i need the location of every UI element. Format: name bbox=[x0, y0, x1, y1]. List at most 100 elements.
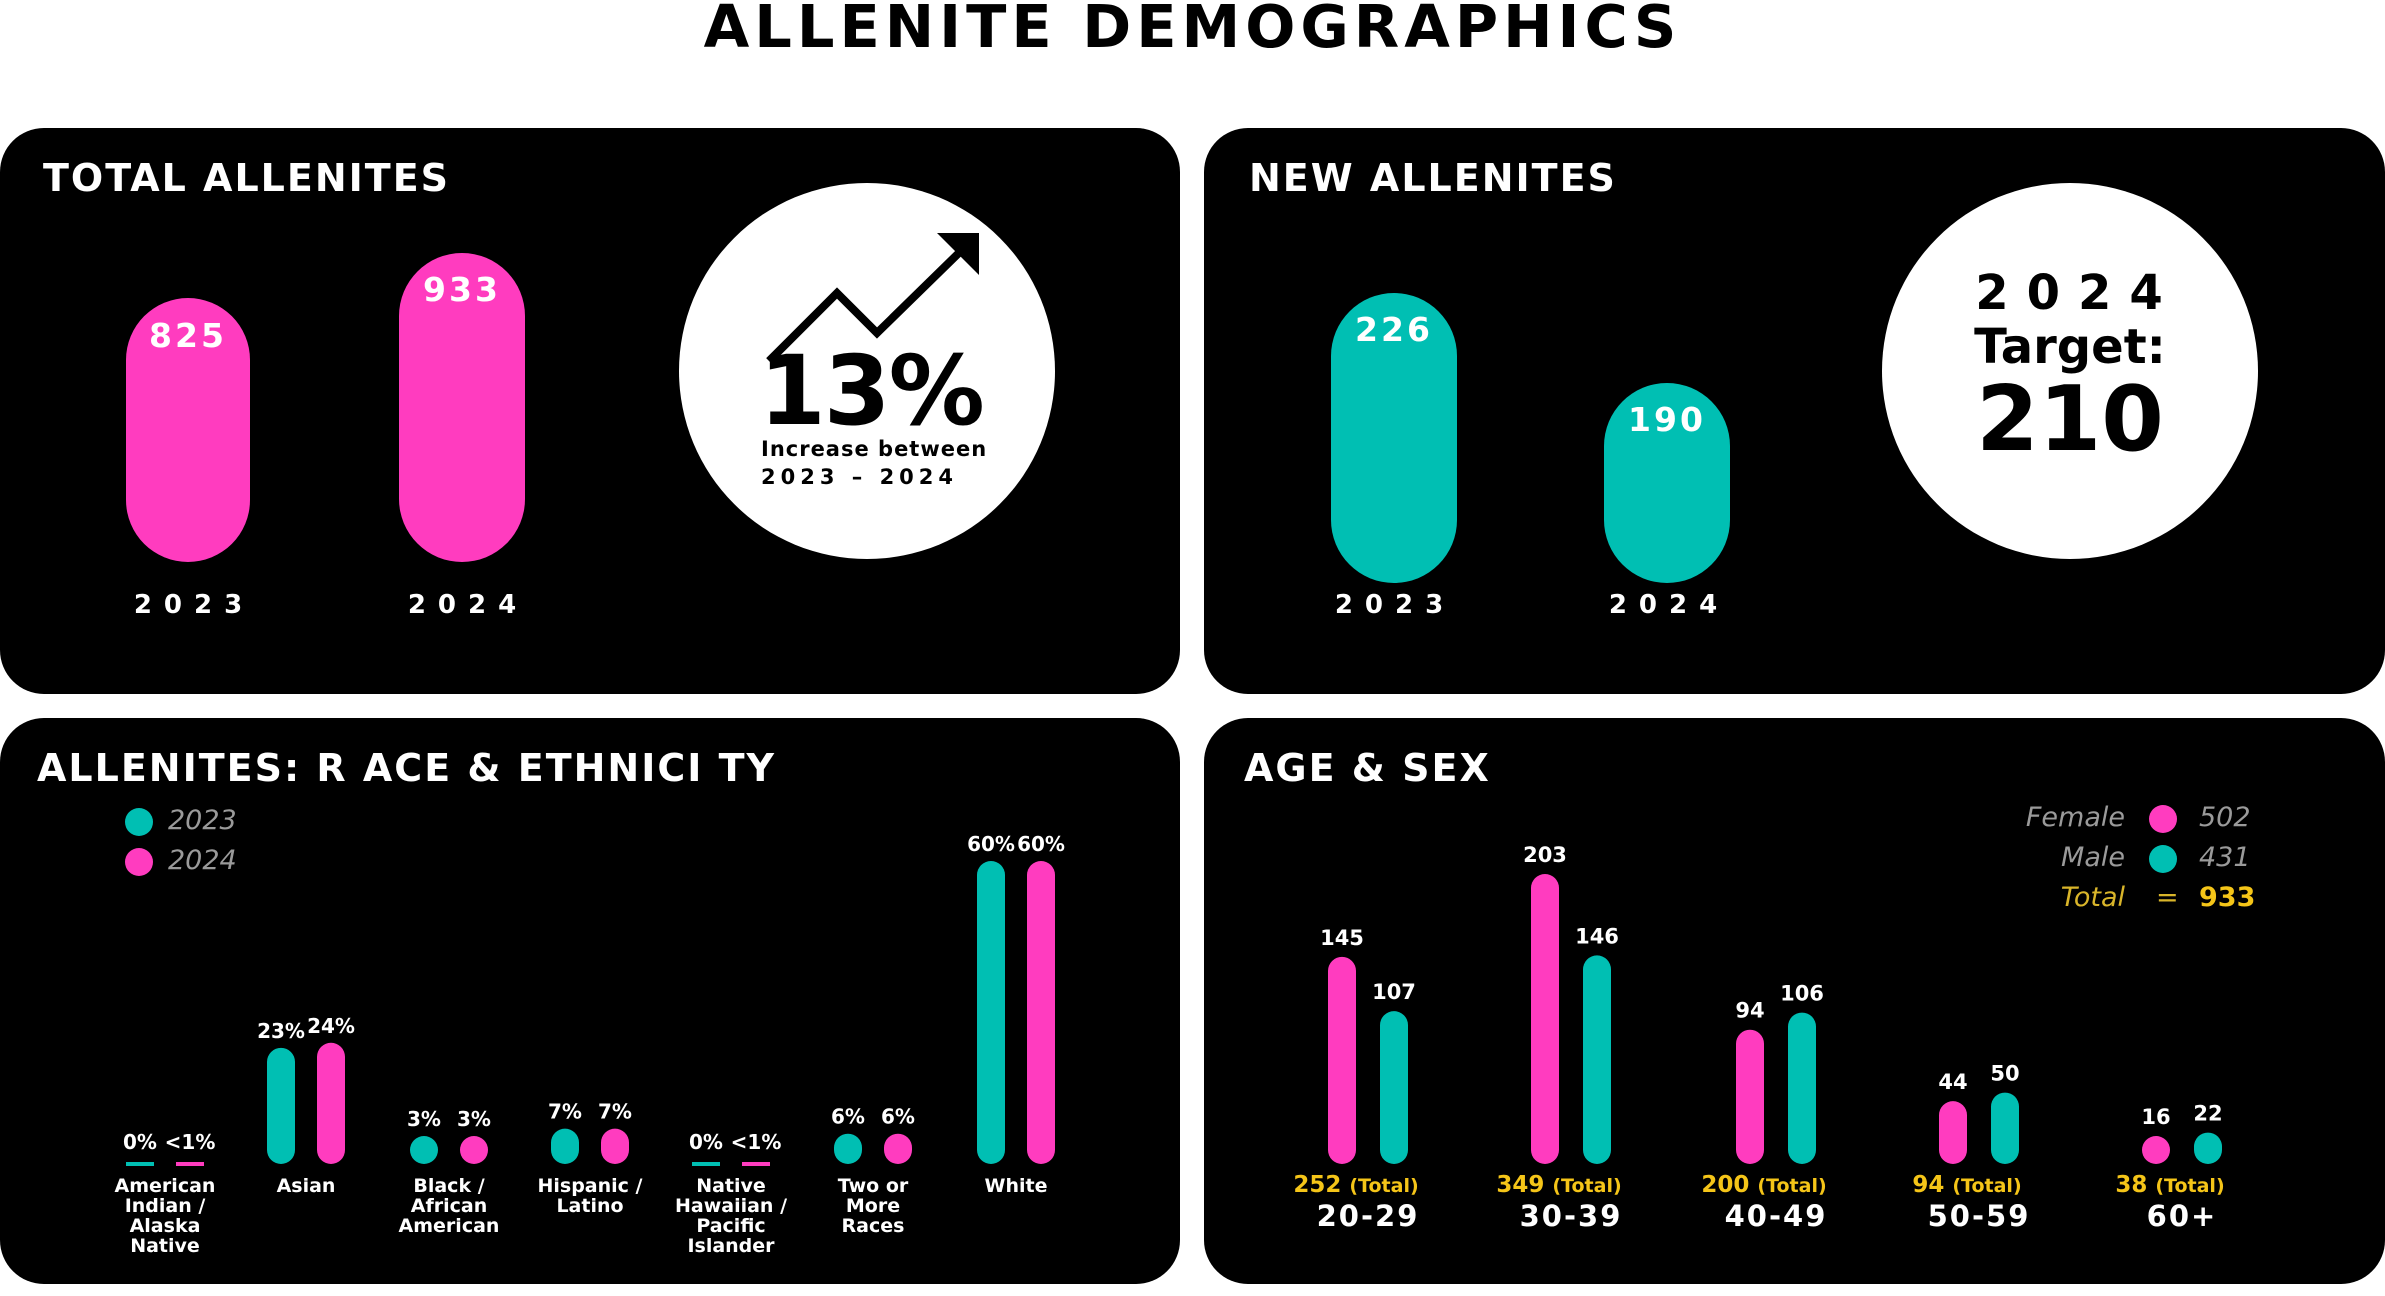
legend-female-swatch bbox=[2149, 805, 2177, 833]
race-bar-2023 bbox=[551, 1128, 579, 1164]
legend-2023-label: 2023 bbox=[168, 805, 237, 836]
age-bar-female bbox=[1939, 1101, 1967, 1164]
new-allenites-title: NEW ALLENITES bbox=[1249, 156, 1617, 200]
age-bar-label: 203 bbox=[1523, 843, 1567, 867]
legend-2024-swatch bbox=[125, 848, 153, 876]
total-2023-bar: 825 bbox=[126, 298, 250, 562]
target-value: 210 bbox=[1976, 367, 2164, 472]
race-bar-label: <1% bbox=[731, 1130, 782, 1154]
age-bar-male bbox=[2194, 1132, 2222, 1164]
legend-female-value: 502 bbox=[2199, 802, 2251, 833]
legend-female-label: Female bbox=[2025, 802, 2125, 833]
age-sex-panel: AGE & SEX Female 502 Male 431 Total = 93… bbox=[1204, 718, 2385, 1284]
legend-equals: = bbox=[2156, 882, 2179, 913]
total-2024-value: 933 bbox=[423, 270, 501, 309]
race-bar-2024 bbox=[460, 1136, 488, 1164]
age-total-label: 94 (Total) bbox=[1912, 1172, 2021, 1198]
new-2024-year: 2024 bbox=[1608, 590, 1730, 620]
race-category-label: More bbox=[846, 1195, 900, 1217]
race-category-label: American bbox=[115, 1175, 216, 1197]
race-bar-2024 bbox=[1027, 861, 1055, 1164]
race-bar-2024 bbox=[884, 1133, 912, 1164]
increase-subtitle: Increase between bbox=[761, 437, 988, 461]
age-total-label: 200 (Total) bbox=[1701, 1172, 1826, 1198]
race-category-label: Native bbox=[696, 1175, 766, 1197]
trend-up-arrow-icon bbox=[766, 233, 979, 364]
race-bar-2024 bbox=[742, 1162, 770, 1166]
age-bar-label: 94 bbox=[1735, 999, 1764, 1023]
race-bar-2023 bbox=[267, 1047, 295, 1164]
age-bar-label: 107 bbox=[1372, 980, 1416, 1004]
race-bar-2023 bbox=[410, 1136, 438, 1164]
age-bar-label: 145 bbox=[1320, 926, 1364, 950]
age-bar-label: 16 bbox=[2141, 1105, 2170, 1129]
age-bar-label: 22 bbox=[2193, 1102, 2222, 1126]
total-2023-year: 2023 bbox=[133, 590, 255, 620]
age-bar-female bbox=[1736, 1029, 1764, 1164]
race-bar-label: 6% bbox=[831, 1105, 865, 1129]
race-bar-label: <1% bbox=[165, 1130, 216, 1154]
race-bar-2024 bbox=[317, 1042, 345, 1164]
race-bar-2023 bbox=[692, 1162, 720, 1166]
race-bar-label: 7% bbox=[598, 1100, 632, 1124]
legend-male-swatch bbox=[2149, 845, 2177, 873]
race-category-label: American bbox=[399, 1215, 500, 1237]
race-category-label: Hispanic / bbox=[537, 1175, 642, 1197]
new-2023-bar: 226 bbox=[1331, 293, 1457, 583]
race-category-label: Two or bbox=[838, 1175, 909, 1197]
age-bar-female bbox=[1531, 874, 1559, 1164]
race-category-label: Asian bbox=[277, 1175, 336, 1197]
race-bar-label: 0% bbox=[123, 1130, 157, 1154]
age-bar-male bbox=[1583, 955, 1611, 1164]
target-circle: 2024 Target: 210 bbox=[1882, 183, 2258, 559]
page-title: ALLENITE DEMOGRAPHICS bbox=[703, 0, 1682, 61]
new-allenites-panel: NEW ALLENITES 226 2023 190 2024 2024 Tar… bbox=[1204, 128, 2385, 694]
target-year: 2024 bbox=[1975, 265, 2181, 321]
race-bar-2023 bbox=[834, 1133, 862, 1164]
race-bar-label: 6% bbox=[881, 1105, 915, 1129]
race-category-label: Hawaiian / bbox=[675, 1195, 787, 1217]
total-allenites-panel: TOTAL ALLENITES 825 2023 933 2024 13% In… bbox=[0, 128, 1180, 694]
age-total-label: 349 (Total) bbox=[1496, 1172, 1621, 1198]
legend-2023-swatch bbox=[125, 808, 153, 836]
race-bar-label: 23% bbox=[257, 1019, 305, 1043]
age-total-label: 252 (Total) bbox=[1293, 1172, 1418, 1198]
total-2024-year: 2024 bbox=[407, 590, 529, 620]
race-bar-2024 bbox=[176, 1162, 204, 1166]
age-bar-label: 146 bbox=[1575, 924, 1619, 948]
legend-male-value: 431 bbox=[2199, 842, 2251, 873]
age-bar-male bbox=[1991, 1092, 2019, 1164]
race-category-label: Latino bbox=[556, 1195, 623, 1217]
race-category-label: Pacific bbox=[696, 1215, 765, 1237]
race-category-label: Indian / bbox=[125, 1195, 206, 1217]
legend-2024-label: 2024 bbox=[168, 845, 237, 876]
legend-total-label: Total bbox=[2060, 882, 2125, 913]
increase-circle: 13% Increase between 2023 – 2024 bbox=[679, 183, 1055, 559]
race-bar-2023 bbox=[126, 1162, 154, 1166]
age-total-label: 38 (Total) bbox=[2115, 1172, 2224, 1198]
increase-percent: 13% bbox=[759, 335, 985, 447]
age-sex-title: AGE & SEX bbox=[1244, 746, 1491, 790]
age-bar-male bbox=[1380, 1011, 1408, 1164]
race-bar-label: 60% bbox=[967, 832, 1015, 856]
race-category-label: Alaska bbox=[130, 1215, 201, 1237]
legend-total-value: 933 bbox=[2199, 882, 2256, 913]
new-2024-bar: 190 bbox=[1604, 383, 1730, 583]
race-bar-label: 3% bbox=[457, 1107, 491, 1131]
age-category-label: 60+ bbox=[2147, 1199, 2218, 1233]
new-2023-value: 226 bbox=[1355, 310, 1433, 349]
age-bar-label: 44 bbox=[1938, 1070, 1967, 1094]
race-category-label: African bbox=[411, 1195, 487, 1217]
race-ethnicity-title: ALLENITES: R ACE & ETHNICI TY bbox=[37, 746, 777, 790]
legend-male-label: Male bbox=[2061, 842, 2125, 873]
age-category-label: 20-29 bbox=[1317, 1199, 1420, 1233]
age-category-label: 50-59 bbox=[1928, 1199, 2031, 1233]
total-2024-bar: 933 bbox=[399, 253, 525, 562]
target-label: Target: bbox=[1974, 319, 2166, 375]
race-bar-label: 7% bbox=[548, 1100, 582, 1124]
race-ethnicity-panel: ALLENITES: R ACE & ETHNICI TY 2023 2024 … bbox=[0, 718, 1180, 1284]
race-bar-label: 24% bbox=[307, 1014, 355, 1038]
age-chart: 145 107 252 (Total)20-29 203 146 349 (Total) 3… bbox=[1293, 843, 2224, 1233]
race-category-label: Native bbox=[130, 1235, 200, 1257]
